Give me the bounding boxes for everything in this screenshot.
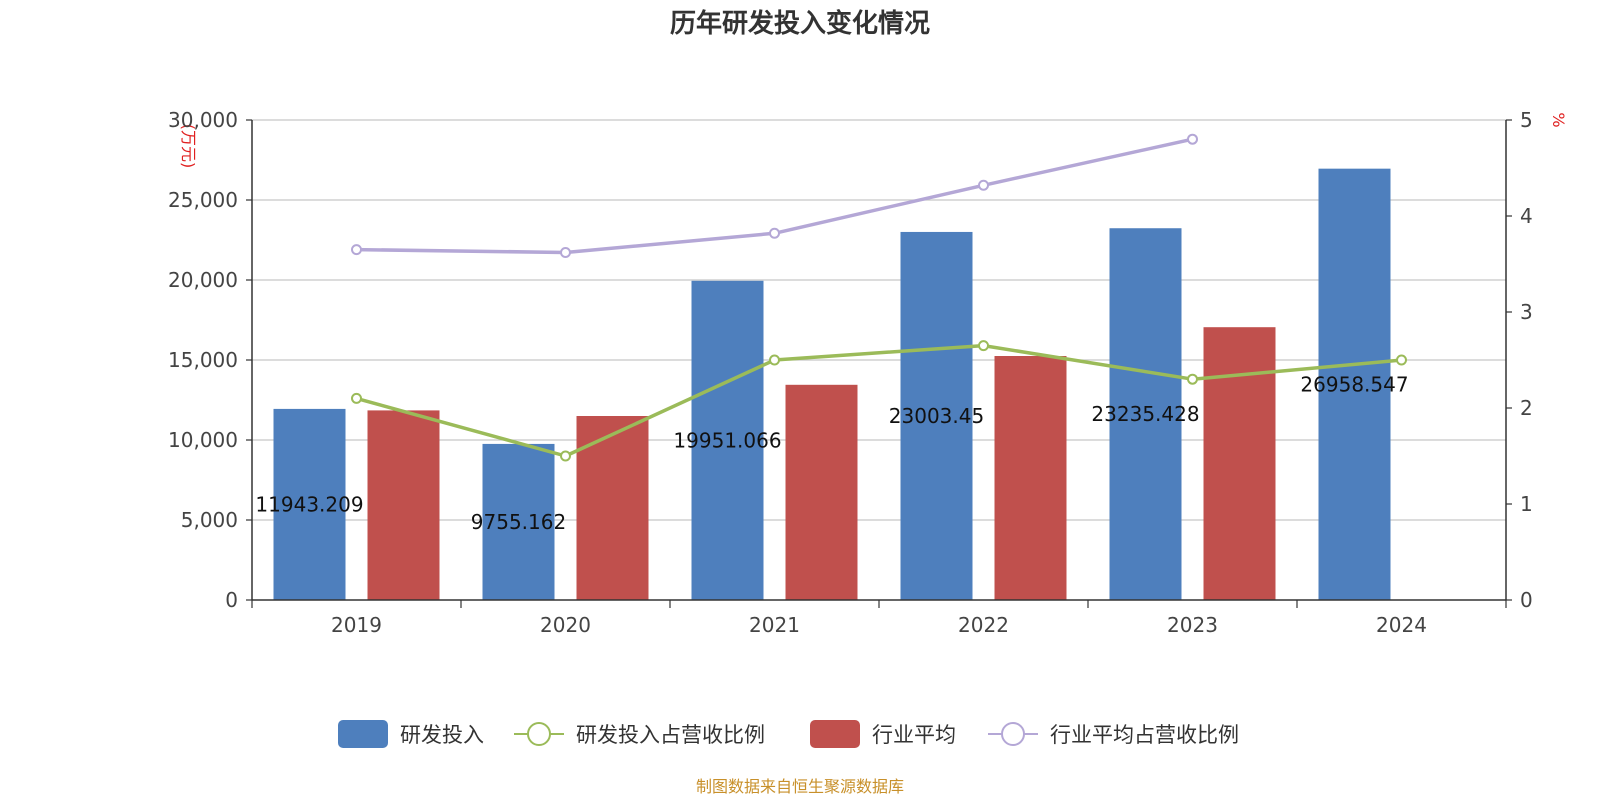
bar [900,231,973,600]
axes-layer: 05,00010,00015,00020,00025,00030,0000123… [168,108,1533,637]
right-tick-label: 2 [1520,396,1533,420]
bar [1318,168,1391,600]
line-point [978,340,989,352]
legend-swatch [810,720,860,748]
bar [273,408,346,600]
legend-label: 行业平均占营收比例 [1050,723,1239,747]
legend-label: 研发投入 [400,723,484,747]
legend-swatch-marker [1001,722,1025,746]
left-tick-label: 10,000 [168,428,238,452]
right-tick-label: 5 [1520,108,1533,132]
bar-data-label: 23003.45 [889,404,984,428]
left-tick-label: 25,000 [168,188,238,212]
x-tick-label: 2020 [540,613,591,637]
line-point [769,354,780,366]
bar-data-label: 19951.066 [673,428,781,452]
chart-title: 历年研发投入变化情况 [670,8,930,39]
bar [691,280,764,600]
bar [367,410,440,600]
left-tick-label: 30,000 [168,108,238,132]
x-tick-label: 2021 [749,613,800,637]
line-point [978,179,989,191]
right-axis-unit: % [1549,112,1568,127]
legend-swatch [338,720,388,748]
right-tick-label: 4 [1520,204,1533,228]
left-tick-label: 0 [225,588,238,612]
legend: 研发投入 研发投入占营收比例 行业平均 行业平均占营收比例 [338,720,1239,748]
bar-data-label: 9755.162 [471,510,566,534]
grid-lines [252,119,1506,521]
legend-label: 行业平均 [872,723,956,747]
right-tick-label: 0 [1520,588,1533,612]
bar-data-label: 23235.428 [1091,402,1199,426]
line-point [1187,373,1198,385]
x-tick-label: 2023 [1167,613,1218,637]
bar [576,416,649,600]
bar [994,356,1067,600]
line-point [351,392,362,404]
series-line [356,343,1402,458]
bar [482,443,555,600]
bar [785,384,858,600]
left-axis-unit: (万元) [179,124,198,169]
x-tick-label: 2024 [1376,613,1427,637]
right-tick-label: 1 [1520,492,1533,516]
x-tick-label: 2022 [958,613,1009,637]
bar-data-label: 11943.209 [255,492,363,516]
left-tick-label: 20,000 [168,268,238,292]
right-tick-label: 3 [1520,300,1533,324]
line-point [560,450,571,462]
source-note: 制图数据来自恒生聚源数据库 [696,777,904,796]
line-point [769,227,780,239]
line-point [560,246,571,258]
bar-data-label: 26958.547 [1300,372,1408,396]
bar [1109,228,1182,600]
lines-layer [351,133,1407,462]
left-tick-label: 15,000 [168,348,238,372]
line-point [351,244,362,256]
line-point [1187,133,1198,145]
bars-layer [273,168,1391,600]
legend-swatch-marker [527,722,551,746]
line-point [1396,354,1407,366]
x-tick-label: 2019 [331,613,382,637]
left-tick-label: 5,000 [181,508,238,532]
bar [1203,327,1276,600]
data-labels-layer: 11943.209 9755.162 19951.066 23003.45 23235.… [255,372,1408,534]
legend-label: 研发投入占营收比例 [576,723,765,747]
